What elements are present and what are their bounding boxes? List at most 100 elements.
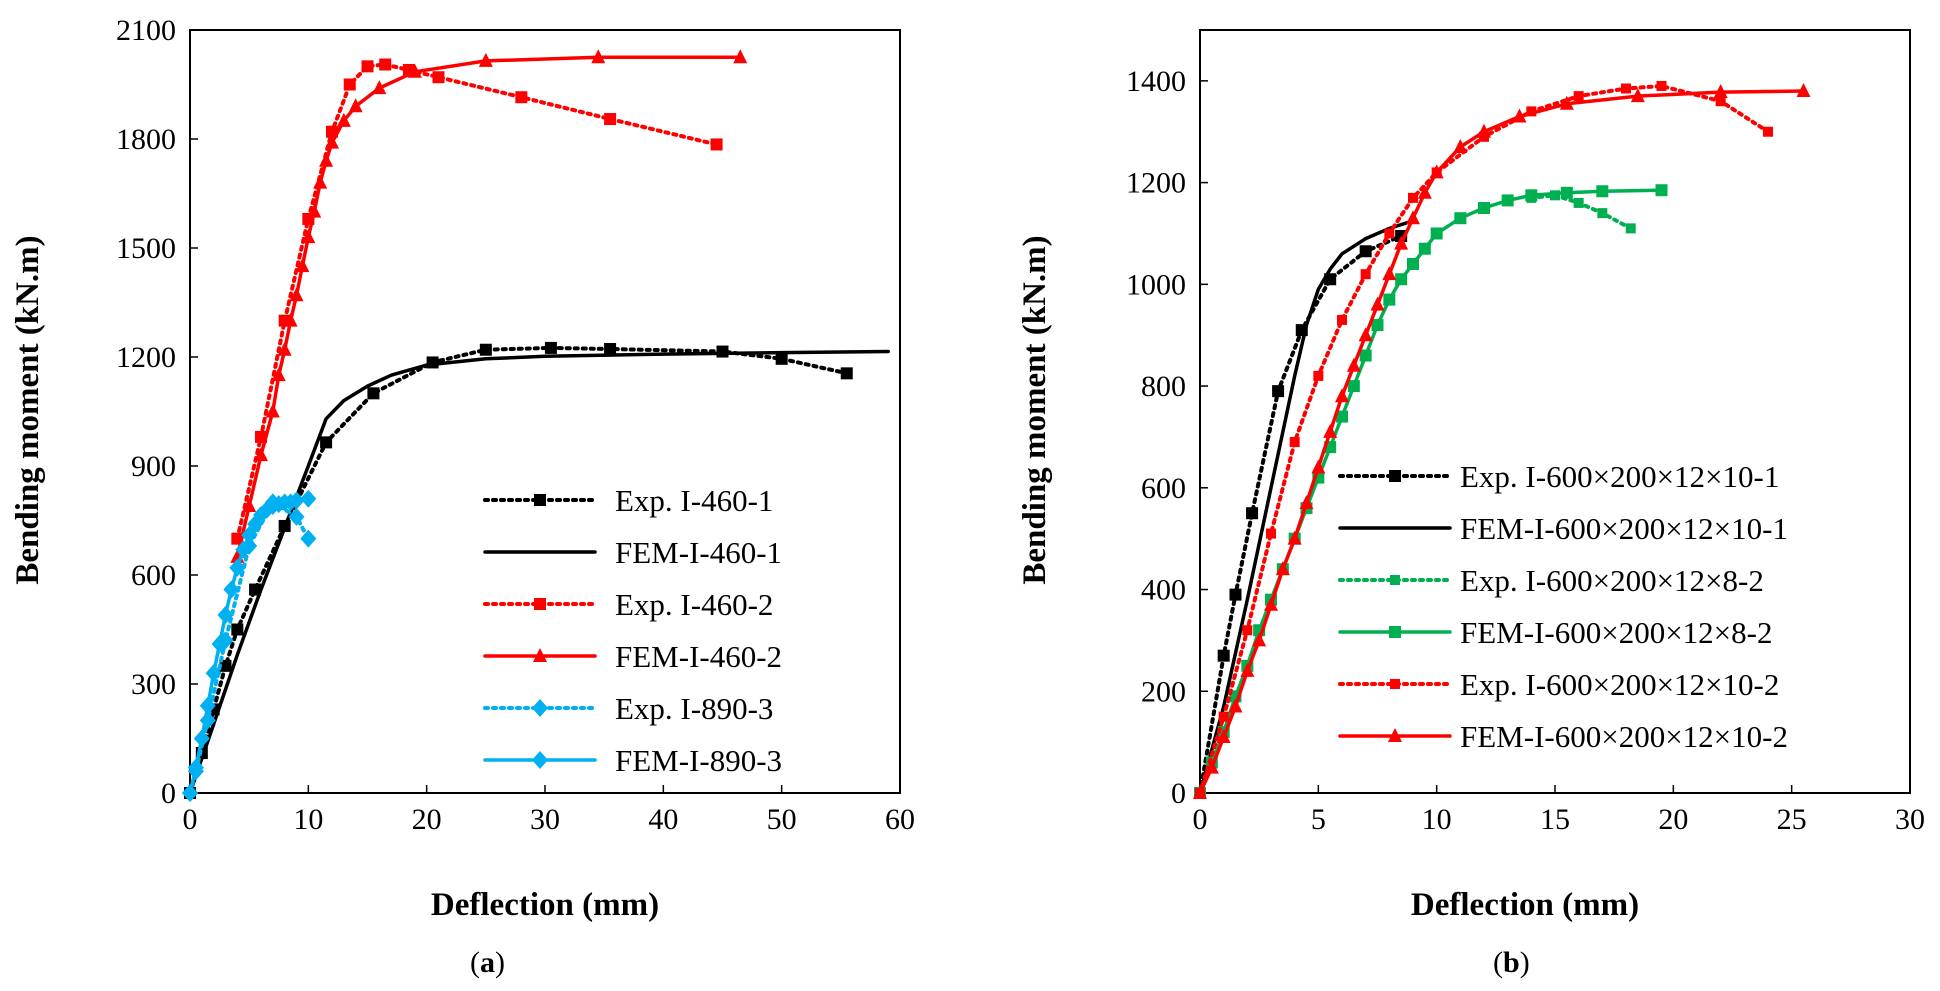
x-axis-title-b: Deflection (mm) [1411, 887, 1639, 923]
data-point-a-2 [379, 58, 392, 71]
data-point-a-5 [199, 696, 216, 715]
y-axis-title-b: Bending moment (kN.m) [1017, 235, 1053, 584]
y-tick-label: 1200 [116, 341, 176, 374]
data-point-b-0 [1359, 245, 1372, 258]
data-point-b-5 [1311, 459, 1326, 474]
data-point-a-2 [361, 60, 374, 73]
data-point-b-3 [1430, 227, 1443, 240]
x-tick-label: 30 [530, 803, 560, 836]
data-point-b-5 [1382, 266, 1397, 281]
y-tick-label: 1500 [116, 232, 176, 265]
data-point-a-3 [325, 134, 339, 149]
data-point-a-4 [300, 529, 317, 548]
legend-marker-a-5 [532, 751, 548, 769]
data-point-b-5 [1264, 596, 1278, 611]
data-point-a-3 [733, 49, 748, 64]
data-point-b-5 [1429, 164, 1444, 179]
plot-frame-a [189, 29, 901, 794]
data-point-b-4 [1526, 106, 1537, 117]
series-line-a-1 [188, 349, 890, 795]
x-tick-label: 60 [885, 803, 915, 836]
data-point-a-5 [229, 558, 246, 577]
data-point-b-5 [1216, 729, 1231, 744]
legend-label-b-0: Exp. I-600×200×12×10-1 [1460, 459, 1779, 494]
data-point-a-5 [247, 515, 264, 534]
data-point-b-3 [1336, 410, 1348, 423]
legend-label-a-5: FEM-I-890-3 [615, 743, 782, 778]
y-tick-label: 900 [131, 450, 176, 483]
data-point-b-5 [1477, 123, 1491, 138]
legend-label-b-4: Exp. I-600×200×12×10-2 [1460, 667, 1779, 702]
data-point-b-3 [1655, 184, 1668, 197]
legend-a: Exp. I-460-1 FEM-I-460-1 Exp. I-460-2 FEM-I… [483, 483, 782, 778]
data-point-b-3 [1560, 186, 1573, 199]
data-point-b-5 [1252, 632, 1267, 647]
y-tick-label: 1200 [1126, 167, 1186, 200]
data-point-a-0 [367, 387, 380, 400]
data-point-a-3 [271, 367, 286, 382]
data-point-a-3 [265, 403, 280, 418]
legend-marker-a-4 [532, 699, 548, 717]
legend-marker-b-4 [1390, 679, 1400, 689]
data-point-a-5 [235, 540, 252, 559]
legend-label-b-1: FEM-I-600×200×12×10-1 [1460, 511, 1788, 546]
data-point-b-4 [1242, 625, 1253, 636]
legend-marker-b-0 [1389, 470, 1401, 482]
legend-marker-a-3 [533, 648, 547, 662]
series-line-a-0 [188, 345, 849, 795]
data-point-b-5 [1453, 138, 1468, 153]
data-point-a-3 [295, 258, 310, 273]
data-point-a-2 [604, 113, 617, 126]
y-tick-label: 200 [1141, 675, 1186, 708]
data-point-b-4 [1360, 269, 1371, 280]
x-tick-labels-a: 0 10 20 30 40 50 60 [183, 785, 915, 836]
data-point-b-4 [1384, 228, 1395, 239]
data-point-b-4 [1337, 314, 1347, 325]
data-point-a-3 [289, 287, 304, 302]
data-point-a-3 [313, 174, 328, 189]
x-tick-labels-b: 0 5 10 15 20 25 30 [1193, 785, 1925, 836]
series-line-b-4 [1198, 84, 1770, 795]
data-point-a-0 [775, 352, 788, 365]
data-point-b-3 [1596, 185, 1609, 198]
data-point-b-5 [1228, 698, 1243, 713]
data-point-b-3 [1418, 242, 1431, 255]
data-point-b-5 [1630, 88, 1645, 103]
data-point-a-3 [478, 52, 493, 67]
x-tick-label: 40 [648, 803, 678, 836]
y-tick-labels-a: 0 300 600 900 1200 1500 1800 2100 [116, 14, 198, 810]
y-tick-label: 400 [1141, 574, 1186, 607]
data-point-a-5 [223, 580, 240, 599]
chart-panel-b: 0 5 10 15 20 25 30 0 200 400 600 800 1000 1200 1400 E… [1017, 29, 1925, 979]
series-line-b-1 [1198, 219, 1415, 795]
data-point-a-0 [231, 623, 244, 636]
data-point-a-3 [348, 98, 363, 113]
series-line-b-5 [1198, 89, 1806, 795]
data-point-b-3 [1454, 212, 1467, 225]
caption-a: (a) [470, 946, 505, 979]
x-tick-label: 25 [1777, 803, 1807, 836]
data-point-b-5 [1275, 561, 1290, 576]
y-tick-label: 800 [1141, 370, 1186, 403]
x-tick-label: 15 [1540, 803, 1570, 836]
chart-panel-a: 0 10 20 30 40 50 60 0 300 600 900 1200 1500 1800 2100… [10, 14, 915, 979]
data-point-b-5 [1406, 210, 1420, 225]
y-tick-label: 0 [1171, 777, 1186, 810]
data-point-b-5 [1796, 83, 1811, 98]
y-axis-title-a: Bending moment (kN.m) [10, 235, 46, 584]
data-point-a-2 [515, 91, 528, 104]
legend-label-b-5: FEM-I-600×200×12×10-2 [1460, 719, 1788, 754]
data-point-b-2 [1625, 223, 1636, 234]
legend-b: Exp. I-600×200×12×10-1 FEM-I-600×200×12×1… [1338, 459, 1788, 754]
legend-label-a-2: Exp. I-460-2 [615, 587, 773, 622]
data-point-a-0 [249, 583, 262, 596]
legend-marker-b-2 [1390, 575, 1400, 585]
data-point-b-4 [1289, 437, 1300, 448]
data-point-b-5 [1193, 785, 1207, 799]
legend-marker-a-0 [534, 494, 546, 506]
data-point-a-3 [283, 312, 298, 327]
data-point-b-3 [1501, 194, 1514, 207]
legend-label-a-4: Exp. I-890-3 [615, 691, 773, 726]
data-point-a-0 [219, 659, 232, 672]
data-point-a-2 [432, 71, 445, 84]
